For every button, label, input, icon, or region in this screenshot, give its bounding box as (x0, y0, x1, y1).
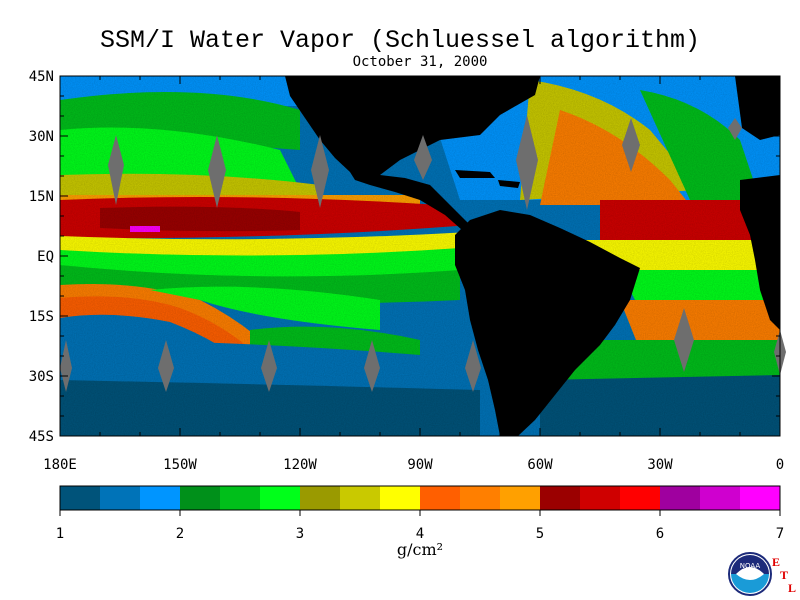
swath-gaps (60, 115, 786, 392)
lon-label: 120W (283, 457, 317, 473)
colorbar-label: 4 (416, 526, 424, 542)
lon-label: 90W (407, 457, 433, 473)
colorbar-swatch (660, 486, 701, 510)
colorbar-swatch (740, 486, 781, 510)
colorbar-swatch (380, 486, 421, 510)
lat-label: 15N (29, 189, 54, 205)
map-title: SSM/I Water Vapor (Schluessel algorithm) (99, 26, 701, 55)
axis-ticks (59, 75, 781, 437)
lon-label: 0 (776, 457, 784, 473)
colorbar-swatch (460, 486, 501, 510)
colorbar-swatch (620, 486, 661, 510)
colorbar-swatch (500, 486, 541, 510)
land-south-america (455, 210, 640, 436)
colorbar-swatch (220, 486, 261, 510)
colorbar-label: 7 (776, 526, 784, 542)
svg-text:NOAA: NOAA (740, 562, 761, 570)
colorbar-swatch (260, 486, 301, 510)
colorbar-label: 1 (56, 526, 64, 542)
lon-label: 180E (43, 457, 77, 473)
colorbar-swatch (300, 486, 341, 510)
lat-label: 45S (29, 429, 54, 445)
colorbar-swatch (100, 486, 141, 510)
map-date: October 31, 2000 (352, 54, 488, 70)
lon-label: 150W (163, 457, 197, 473)
lat-label: EQ (37, 249, 54, 265)
colorbar-label: 2 (176, 526, 184, 542)
colorbar-swatch (700, 486, 741, 510)
axis-labels: 45N 30N 15N EQ 15S 30S 45S 180E 150W 120W 90W 60W 30… (29, 69, 785, 473)
land-masses (285, 76, 780, 436)
etl-letter-t: T (780, 568, 789, 582)
colorbar-swatch (580, 486, 621, 510)
lat-label: 15S (29, 309, 54, 325)
colorbar-swatch (420, 486, 461, 510)
map-field (60, 76, 780, 436)
colorbar-swatch (540, 486, 581, 510)
lat-label: 30S (29, 369, 54, 385)
units-label: g/cm² (396, 540, 444, 559)
lat-label: 45N (29, 69, 54, 85)
land-north-america (285, 76, 540, 180)
etl-letter-l: L (788, 581, 797, 595)
colorbar-label: 3 (296, 526, 304, 542)
colorbar-label: 6 (656, 526, 664, 542)
colorbar-swatch (140, 486, 181, 510)
colorbar: 1 2 3 4 5 6 7 (56, 485, 784, 542)
lon-label: 30W (647, 457, 673, 473)
etl-letter-e: E (772, 555, 781, 569)
colorbar-swatch (340, 486, 381, 510)
lon-label: 60W (527, 457, 553, 473)
colorbar-swatch (60, 486, 101, 510)
land-africa (740, 175, 780, 330)
lat-label: 30N (29, 129, 54, 145)
colorbar-swatch (180, 486, 221, 510)
colorbar-label: 5 (536, 526, 544, 542)
noaa-logo: NOAA (728, 552, 772, 596)
